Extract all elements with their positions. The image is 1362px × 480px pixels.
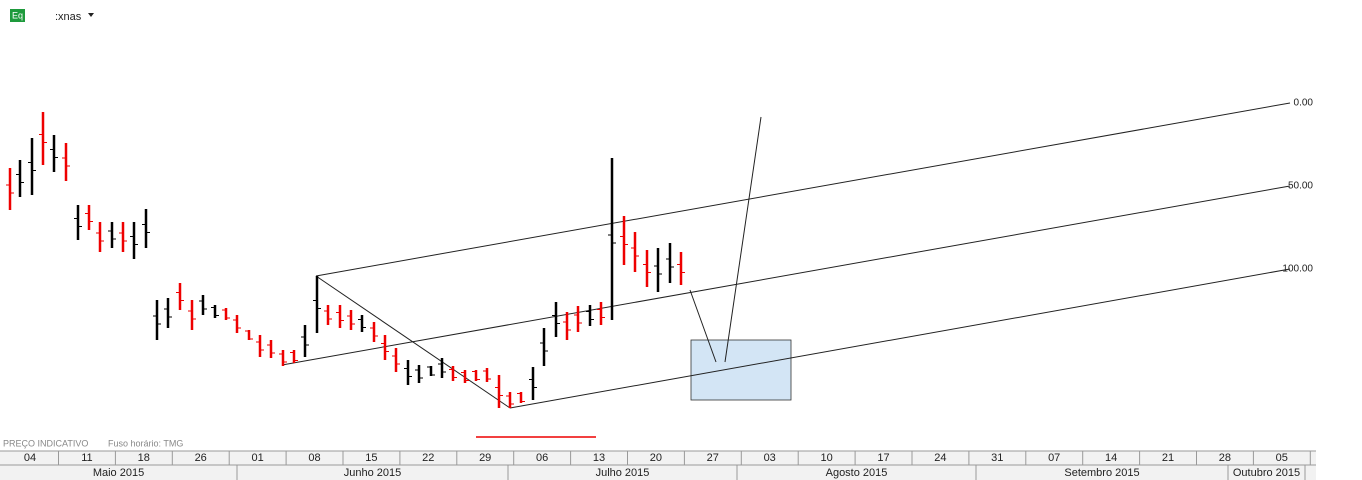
week-label: 18 [138, 452, 150, 464]
week-label: 08 [308, 452, 320, 464]
week-label: 24 [934, 452, 946, 464]
month-label: Agosto 2015 [826, 467, 888, 479]
pitchfork-line[interactable] [315, 275, 511, 409]
month-label: Maio 2015 [93, 467, 144, 479]
month-label: Julho 2015 [596, 467, 650, 479]
week-label: 01 [251, 452, 263, 464]
week-label: 28 [1219, 452, 1231, 464]
trend-line[interactable] [724, 116, 762, 363]
week-label: 20 [650, 452, 662, 464]
week-label: 03 [764, 452, 776, 464]
badge: Eq [12, 10, 23, 20]
week-label: 21 [1162, 452, 1174, 464]
week-label: 31 [991, 452, 1003, 464]
week-label: 15 [365, 452, 377, 464]
dropdown-arrow[interactable] [88, 13, 94, 17]
badge-bg [10, 9, 25, 22]
month-label: Junho 2015 [344, 467, 402, 479]
rectangle-drawing[interactable] [690, 339, 792, 401]
pitchfork[interactable] [281, 102, 1291, 409]
plot-area [0, 0, 1316, 440]
level-label: 50.00 [1288, 181, 1313, 192]
level-label: 0.00 [1294, 98, 1314, 109]
week-label: 06 [536, 452, 548, 464]
week-label: 04 [24, 452, 36, 464]
week-label: 07 [1048, 452, 1060, 464]
week-label: 26 [195, 452, 207, 464]
pitchfork-line[interactable] [315, 102, 1291, 277]
symbol[interactable]: :xnas [55, 11, 82, 23]
week-label: 13 [593, 452, 605, 464]
timezone: Fuso horário: TMG [108, 438, 183, 448]
week-label: 27 [707, 452, 719, 464]
trend-line[interactable] [689, 289, 717, 363]
week-label: 10 [820, 452, 832, 464]
footer-note: PREÇO INDICATIVO [3, 438, 88, 448]
month-label: Setembro 2015 [1064, 467, 1139, 479]
week-label: 05 [1276, 452, 1288, 464]
week-label: 17 [877, 452, 889, 464]
week-label: 14 [1105, 452, 1117, 464]
month-label: Outubro 2015 [1233, 467, 1300, 479]
pitchfork-line[interactable] [281, 185, 1291, 366]
level-label: 100.00 [1282, 264, 1313, 275]
week-label: 29 [479, 452, 491, 464]
week-label: 11 [81, 452, 92, 464]
pitchfork-line[interactable] [509, 268, 1291, 409]
week-label: 22 [422, 452, 434, 464]
